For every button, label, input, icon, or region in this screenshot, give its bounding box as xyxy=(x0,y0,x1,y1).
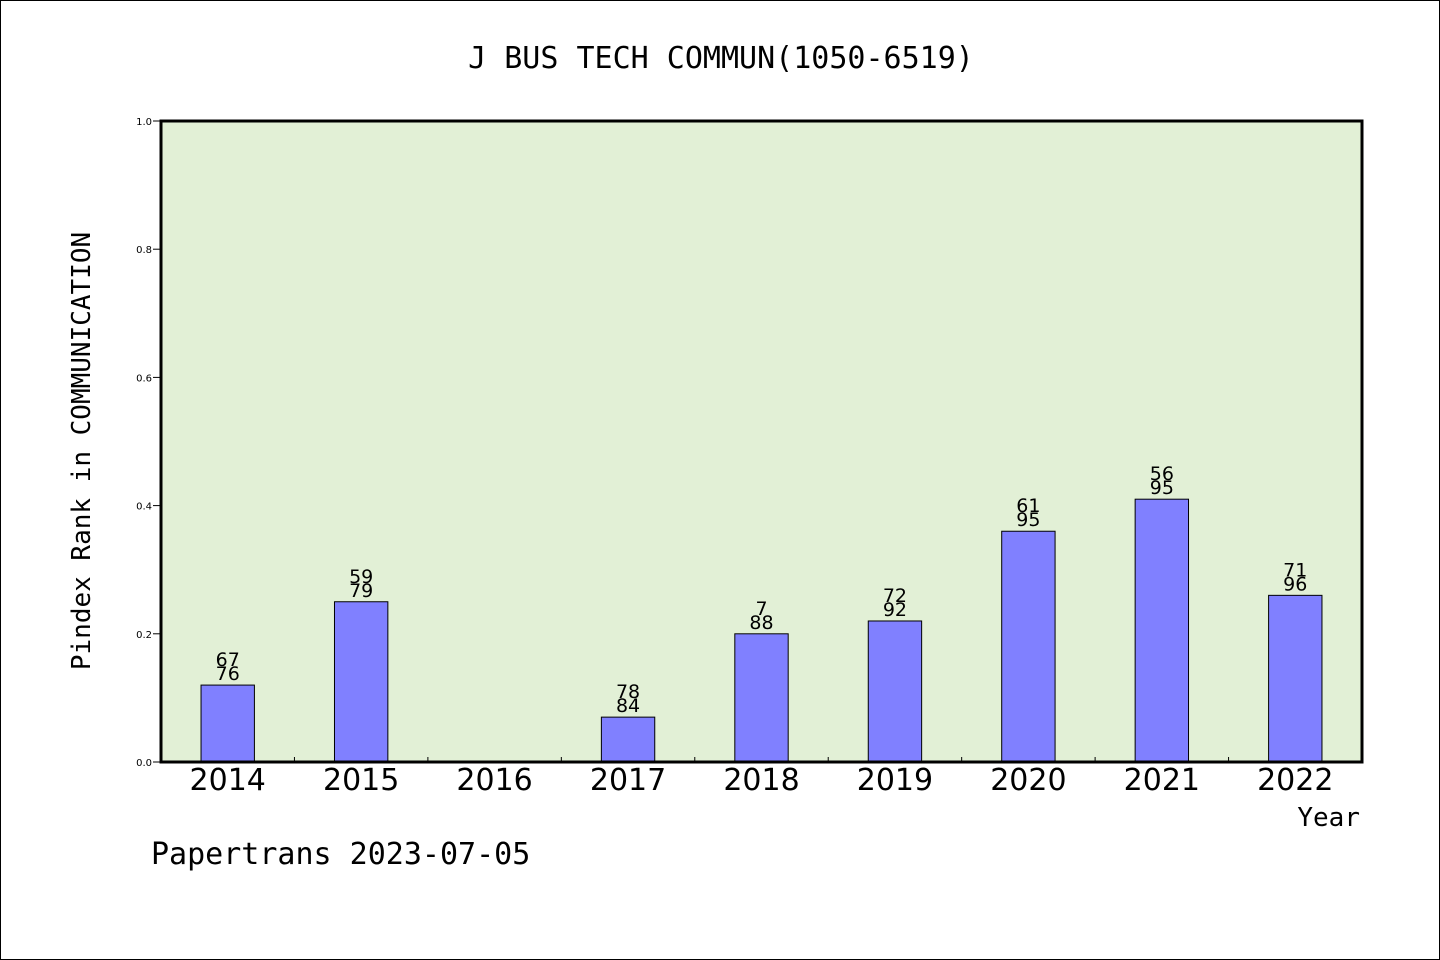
bar-label-bottom-2018: 88 xyxy=(749,612,773,634)
x-axis-label: Year xyxy=(1297,803,1360,833)
bar-2014 xyxy=(200,684,255,763)
y-axis-ticks: 0.0 0.2 0.4 0.6 0.8 1.0 xyxy=(136,117,161,769)
x-tick-label-2018: 2018 xyxy=(723,763,799,798)
y-tick-label-0.6: 0.6 xyxy=(136,373,152,384)
x-tick-label-2015: 2015 xyxy=(323,763,399,798)
bar-label-bottom-2021: 95 xyxy=(1150,477,1174,499)
bar-label-bottom-2022: 96 xyxy=(1283,573,1307,595)
bar-2019 xyxy=(867,620,923,763)
bar-label-bottom-2014: 76 xyxy=(216,663,240,685)
bar-label-top-2018: 7 xyxy=(755,598,767,620)
bar-2021 xyxy=(1134,498,1190,763)
chart-title: J BUS TECH COMMUN(1050-6519) xyxy=(468,41,974,76)
x-tick-label-2021: 2021 xyxy=(1124,763,1200,798)
y-tick-label-0.4: 0.4 xyxy=(136,502,152,513)
y-tick-label-0.8: 0.8 xyxy=(136,245,152,256)
bar-label-top-2019: 72 xyxy=(883,585,907,607)
x-tick-label-2022: 2022 xyxy=(1257,763,1333,798)
y-tick-label-0.0: 0.0 xyxy=(136,758,152,769)
bar-label-top-2020: 61 xyxy=(1016,495,1040,517)
x-axis-ticks: 2014 2015 2016 2017 2018 2019 2020 2021 2022 xyxy=(190,757,1333,798)
bar-label-top-2021: 56 xyxy=(1150,463,1174,485)
y-tick-label-0.2: 0.2 xyxy=(136,630,152,641)
plot-border xyxy=(159,119,1364,764)
bar-label-top-2014: 67 xyxy=(216,649,240,671)
bars-group xyxy=(200,498,1323,763)
y-axis-label: Pindex Rank in COMMUNICATION xyxy=(67,232,97,670)
y-tick-label-1.0: 1.0 xyxy=(136,117,152,128)
bar-label-top-2015: 59 xyxy=(349,566,373,588)
x-tick-label-2019: 2019 xyxy=(857,763,933,798)
bar-2018 xyxy=(734,633,789,763)
x-tick-label-2016: 2016 xyxy=(456,763,532,798)
bar-2017 xyxy=(600,716,656,763)
x-tick-label-2017: 2017 xyxy=(590,763,666,798)
bar-label-bottom-2019: 92 xyxy=(883,599,907,621)
x-tick-label-2014: 2014 xyxy=(190,763,266,798)
bar-label-top-2022: 71 xyxy=(1283,559,1307,581)
x-tick-label-2020: 2020 xyxy=(990,763,1066,798)
bar-label-top-2017: 78 xyxy=(616,681,640,703)
bar-2015 xyxy=(333,601,389,763)
bar-2020 xyxy=(1001,530,1056,763)
bar-label-bottom-2015: 79 xyxy=(349,580,373,602)
bar-label-bottom-2017: 84 xyxy=(616,695,640,717)
bar-label-bottom-2020: 95 xyxy=(1016,509,1040,531)
bar-2022 xyxy=(1268,594,1323,763)
footer-credit: Papertrans 2023-07-05 xyxy=(151,837,530,872)
